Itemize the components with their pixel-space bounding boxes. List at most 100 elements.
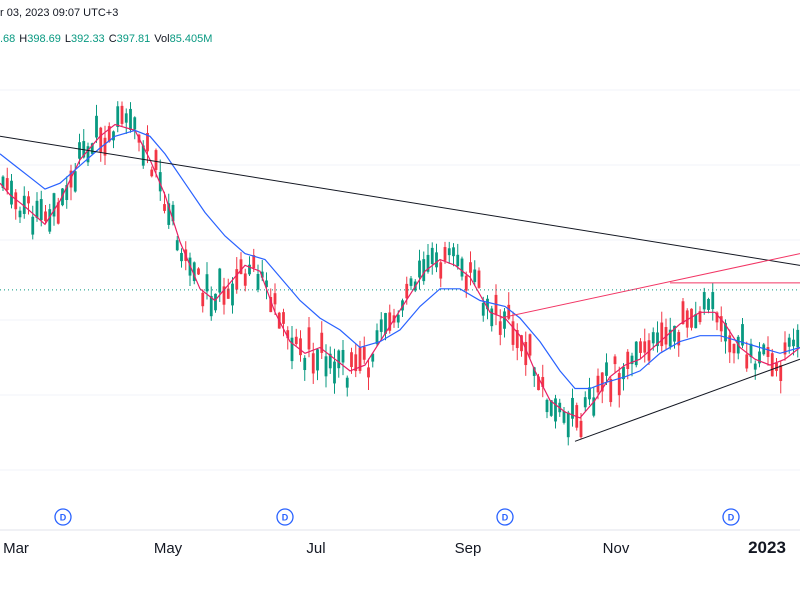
dividend-marker[interactable]: D — [276, 508, 294, 526]
candle-body — [163, 204, 166, 211]
candle-body — [724, 322, 727, 342]
candle-body — [307, 327, 311, 350]
candle-body — [231, 283, 234, 306]
candle-body — [328, 353, 332, 369]
candle-body — [656, 332, 659, 347]
trendlines[interactable] — [0, 135, 800, 442]
candle-body — [681, 301, 685, 325]
candle-body — [396, 314, 400, 323]
candle-body — [5, 178, 9, 191]
time-axis-label: Mar — [3, 540, 29, 557]
candle-body — [320, 332, 324, 353]
candle-body — [311, 353, 315, 374]
candle-body — [613, 356, 617, 365]
candle-body — [571, 397, 574, 419]
candle-body — [205, 274, 209, 292]
candle-body — [668, 329, 672, 347]
candle-body — [73, 171, 77, 192]
candle-body — [498, 321, 502, 335]
candle-body — [286, 330, 290, 339]
candle-body — [719, 316, 723, 332]
candle-body — [439, 262, 443, 279]
candle-body — [418, 260, 421, 278]
candle-body — [673, 325, 676, 342]
candle-body — [120, 105, 124, 124]
time-axis[interactable]: Mar May Jul Sep Nov 2023 — [3, 538, 786, 557]
candle-body — [630, 355, 634, 365]
candle-body — [235, 269, 239, 290]
candle-body — [639, 341, 642, 353]
dividend-label: D — [60, 513, 67, 523]
candle-body — [456, 254, 460, 267]
candle-body — [354, 354, 358, 372]
candle-body — [333, 361, 336, 384]
candle-body — [758, 351, 761, 364]
candle-body — [685, 310, 689, 328]
candle-body — [362, 346, 366, 360]
candle-body — [541, 377, 545, 387]
candle-body — [609, 378, 613, 403]
candle-body — [617, 373, 621, 396]
candle-body — [711, 292, 715, 310]
candle-body — [239, 259, 243, 275]
candle-body — [762, 344, 766, 355]
candle-body — [107, 126, 111, 142]
dividend-circle — [54, 508, 72, 526]
candle-body — [503, 311, 506, 329]
trendline[interactable] — [574, 358, 800, 442]
candle-body — [715, 312, 719, 323]
candle-body — [409, 278, 413, 286]
trendline[interactable] — [499, 253, 800, 319]
candle-body — [766, 347, 770, 357]
trendline[interactable] — [0, 135, 800, 266]
candle-body — [520, 335, 523, 352]
candle-body — [299, 338, 302, 356]
candle-body — [269, 297, 273, 313]
candle-body — [651, 332, 655, 344]
candle-body — [596, 375, 600, 393]
candle-body — [732, 343, 736, 354]
candle-body — [18, 210, 22, 218]
candle-body — [39, 199, 43, 221]
candle-body — [99, 127, 103, 152]
low-label: L — [64, 33, 72, 45]
candle-body — [545, 399, 549, 413]
time-axis-label: 2023 — [748, 538, 786, 557]
candle-body — [384, 313, 387, 334]
candle-body — [775, 362, 778, 371]
candle-body — [171, 204, 175, 222]
candle-body — [86, 146, 90, 163]
candle-body — [749, 343, 753, 358]
candle-body — [265, 280, 268, 288]
candle-body — [27, 196, 30, 204]
candle-body — [643, 341, 647, 353]
candle-body — [634, 341, 638, 366]
candle-body — [698, 311, 702, 323]
dividend-marker[interactable]: D — [54, 508, 72, 526]
candle-body — [528, 334, 532, 356]
candle-body — [694, 314, 698, 329]
candle-body — [707, 298, 710, 310]
candle-body — [78, 142, 81, 159]
candle-body — [167, 203, 171, 225]
candle-body — [248, 264, 251, 275]
dividend-marker[interactable]: D — [496, 508, 514, 526]
candle-body — [460, 258, 464, 277]
close-value: 397.81 — [116, 33, 151, 45]
candle-body — [422, 259, 426, 282]
dividend-marker[interactable]: D — [722, 508, 740, 526]
candle-body — [214, 293, 217, 311]
candle-body — [146, 132, 149, 152]
candle-body — [562, 411, 566, 423]
candle-body — [783, 342, 787, 355]
candle-body — [605, 362, 608, 376]
candle-body — [779, 365, 783, 382]
candle-body — [660, 322, 664, 347]
candle-body — [511, 321, 515, 345]
low-value: 392.33 — [71, 33, 105, 45]
time-axis-label: Jul — [306, 540, 325, 557]
candle-body — [490, 308, 494, 327]
